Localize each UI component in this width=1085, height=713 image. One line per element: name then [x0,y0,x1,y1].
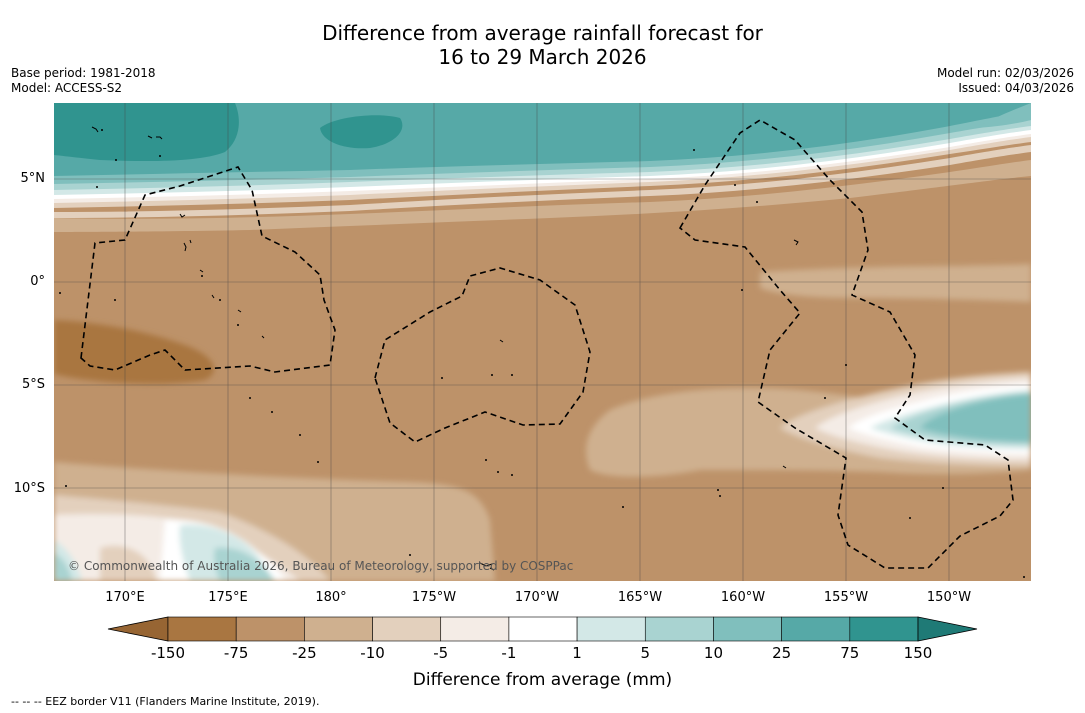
model-name: Model: ACCESS-S2 [11,81,123,95]
colorbar-tick-label: 5 [640,644,651,662]
lon-label-150w: 150°W [926,590,972,605]
eez-legend-note: -- -- -- EEZ border V11 (Flanders Marine… [11,695,320,708]
colorbar-swatch [372,616,442,642]
lon-label-170e: 170°E [105,590,145,605]
colorbar-swatch [508,616,578,642]
colorbar-swatch [644,616,714,642]
lon-label-165w: 165°W [617,590,663,605]
colorbar-tick-label: 150 [903,644,933,662]
colorbar-swatch [576,616,646,642]
model-run-date: Model run: 02/03/2026 [936,66,1074,80]
lon-label-180: 180° [315,590,347,605]
colorbar-swatch [167,616,237,642]
colorbar-tick-label: -10 [360,644,385,662]
lat-label-5s: 5°S [21,377,45,392]
lat-label-equator: 0° [30,274,45,289]
colorbar-tick-label: 25 [772,644,792,662]
base-period: Base period: 1981-2018 [11,66,156,80]
colorbar-tick-label: -1 [501,644,517,662]
island-dots [59,129,1025,578]
colorbar [107,616,978,642]
lon-label-155w: 155°W [823,590,869,605]
map-title-line2: 16 to 29 March 2026 [438,45,647,69]
colorbar-swatch [781,616,851,642]
colorbar-tick-label: -5 [433,644,449,662]
lat-label-10s: 10°S [13,481,45,496]
rainfall-anomaly-field [54,103,1031,581]
colorbar-swatch [440,616,510,642]
lon-label-170w: 170°W [514,590,560,605]
colorbar-swatch [304,616,373,642]
colorbar-swatch [713,616,782,642]
colorbar-swatch [849,616,919,642]
colorbar-under-arrow [107,616,169,642]
colorbar-tick-label: 75 [840,644,860,662]
lon-label-160w: 160°W [720,590,766,605]
eez-borders [80,119,1014,569]
issued-date: Issued: 04/03/2026 [958,81,1074,95]
lon-label-175w: 175°W [411,590,457,605]
colorbar-swatch [235,616,305,642]
colorbar-title: Difference from average (mm) [412,670,673,690]
colorbar-tick-label: -150 [150,644,186,662]
copyright-notice: © Commonwealth of Australia 2026, Bureau… [68,559,574,573]
colorbar-tick-label: -75 [223,644,249,662]
lat-label-5n: 5°N [20,171,46,186]
colorbar-tick-label: 1 [572,644,582,662]
colorbar-over-arrow [917,616,978,642]
lon-label-175e: 175°E [208,590,248,605]
colorbar-tick-label: -25 [292,644,317,662]
graticule [54,103,1031,581]
map-title-line1: Difference from average rainfall forecas… [322,21,763,45]
islands [91,126,799,571]
colorbar-tick-label: 10 [703,644,723,662]
